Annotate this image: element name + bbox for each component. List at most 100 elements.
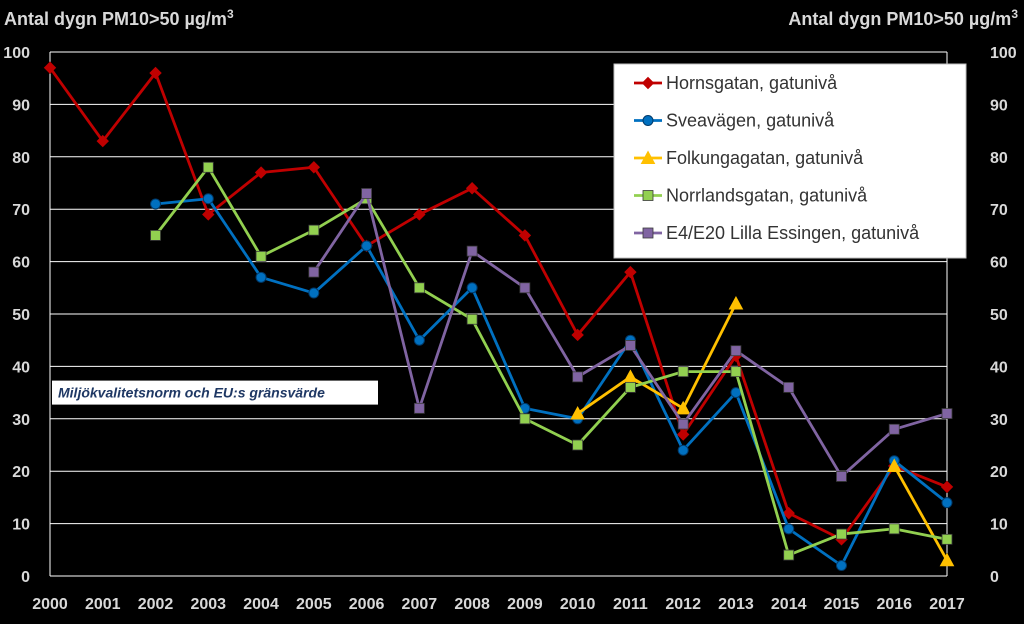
- y-tick-right-80: 80: [990, 150, 1008, 167]
- series-1-point-2003: [202, 208, 215, 221]
- x-tick-2014: 2014: [771, 596, 807, 613]
- series-4-point-2013: [730, 366, 742, 378]
- y-tick-left-70: 70: [12, 202, 30, 219]
- y-axis-title-right-sup: 3: [1011, 7, 1018, 21]
- norm-label-group: Miljökvalitetsnorm och EU:s gränsvärde: [52, 380, 378, 405]
- x-tick-2012: 2012: [665, 596, 701, 613]
- x-tick-2005: 2005: [296, 596, 332, 613]
- y-axis-title-right: Antal dygn PM10>50 µg/m3: [788, 7, 1018, 29]
- series-1-point-2007: [413, 208, 426, 221]
- x-tick-2002: 2002: [138, 596, 174, 613]
- y-tick-left-40: 40: [12, 359, 30, 376]
- series-5-point-2014: [783, 381, 795, 393]
- series-3-point-2010: [570, 406, 585, 420]
- series-1-point-2000: [43, 61, 57, 74]
- y-tick-right-20: 20: [990, 464, 1008, 481]
- series-5-point-2016: [888, 423, 900, 435]
- y-tick-left-80: 80: [12, 150, 30, 167]
- series-3-point-2012: [675, 400, 691, 415]
- series-5: [308, 188, 953, 482]
- series-1-point-2008: [465, 182, 479, 195]
- x-tick-2004: 2004: [243, 596, 279, 613]
- series-5-point-2010: [572, 371, 584, 383]
- series-4-point-2007: [413, 282, 425, 294]
- series-2-point-2015: [835, 560, 847, 572]
- series-1-point-2012: [676, 428, 690, 441]
- legend-marker-3: [640, 150, 656, 164]
- series-1-point-2001: [96, 134, 109, 148]
- x-tick-2009: 2009: [507, 596, 543, 613]
- legend: Hornsgatan, gatunivå Sveavägen, gatunivå F…: [613, 63, 967, 259]
- series-1-point-2010: [571, 328, 584, 342]
- x-tick-2013: 2013: [718, 596, 754, 613]
- y-tick-labels: 0 0 10 10 20 20 30 30 40 40 50 50 60 60 70 70 80 80 90 90 10…: [3, 45, 1017, 586]
- legend-marker-4: [642, 190, 654, 201]
- series-2-point-2014: [783, 523, 795, 535]
- series-5-point-2012: [677, 418, 689, 430]
- series-2-point-2012: [677, 444, 689, 456]
- series-3-line-1: [576, 302, 738, 415]
- y-tick-left-90: 90: [12, 97, 30, 114]
- series-1-point-2002: [149, 66, 162, 80]
- x-tick-2017: 2017: [929, 596, 965, 613]
- series-5-point-2017: [941, 408, 953, 419]
- norm-label-box: [52, 380, 378, 405]
- series-2-point-2004: [255, 271, 267, 283]
- series-4-point-2003: [202, 161, 214, 173]
- series-4-point-2012: [677, 366, 689, 378]
- y-tick-left-20: 20: [12, 464, 30, 481]
- y-tick-left-50: 50: [12, 307, 30, 324]
- y-tick-right-50: 50: [990, 307, 1008, 324]
- x-tick-labels: 2000 2001 2002 2003 2004 2005 2006 2007 2008 2009…: [32, 596, 965, 613]
- series-4-point-2009: [519, 413, 531, 425]
- series-1-point-2009: [518, 229, 532, 242]
- series-2-point-2005: [308, 287, 320, 299]
- y-axis-title-left-sup: 3: [227, 7, 234, 21]
- series-4-point-2004: [255, 250, 267, 262]
- legend-label-4: Norrlandsgatan, gatunivå: [666, 186, 868, 206]
- y-tick-left-30: 30: [12, 412, 30, 429]
- series-2-point-2008: [466, 282, 478, 294]
- legend-label-2: Sveavägen, gatunivå: [666, 111, 835, 131]
- legend-label-5: E4/E20 Lilla Essingen, gatunivå: [666, 223, 920, 243]
- series-2-point-2003: [202, 193, 214, 205]
- series-4-point-2017: [941, 533, 953, 545]
- series-5-point-2011: [625, 340, 636, 351]
- series-1-point-2011: [624, 265, 637, 279]
- x-tick-2001: 2001: [85, 596, 121, 613]
- series-2-point-2006: [361, 240, 373, 252]
- series-2-line-1: [155, 197, 948, 567]
- series-3-line-2: [893, 465, 949, 561]
- legend-marker-1: [641, 76, 655, 90]
- series-4-point-2010: [572, 439, 584, 451]
- x-tick-2007: 2007: [402, 596, 438, 613]
- x-tick-2011: 2011: [613, 596, 648, 613]
- x-tick-2008: 2008: [454, 596, 490, 613]
- series-2-point-2017: [941, 497, 953, 509]
- series-4: [150, 161, 953, 561]
- series-2-point-2002: [150, 198, 162, 210]
- series-4-line-1: [154, 165, 948, 557]
- y-tick-right-100: 100: [990, 45, 1017, 62]
- series-3-point-2013: [728, 295, 744, 310]
- series-5-point-2005: [308, 266, 320, 278]
- y-tick-left-60: 60: [12, 255, 30, 272]
- series-4-point-2002: [150, 229, 161, 241]
- series-1-point-2014: [782, 506, 795, 520]
- y-tick-right-60: 60: [990, 255, 1008, 272]
- x-tick-2003: 2003: [190, 596, 226, 613]
- legend-marker-2: [642, 115, 654, 126]
- legend-label-1: Hornsgatan, gatunivå: [666, 73, 838, 93]
- y-tick-right-30: 30: [990, 412, 1008, 429]
- series-1-line-1: [48, 66, 948, 541]
- series-4-point-2005: [308, 224, 320, 236]
- series-5-point-2008: [466, 245, 478, 257]
- series-1-point-2005: [307, 161, 321, 174]
- legend-label-3: Folkungagatan, gatunivå: [666, 148, 864, 168]
- x-tick-2015: 2015: [824, 596, 860, 613]
- series-4-point-2008: [466, 313, 478, 325]
- series-5-point-2006: [361, 188, 372, 199]
- series-4-point-2016: [888, 523, 900, 535]
- y-tick-right-90: 90: [990, 97, 1008, 114]
